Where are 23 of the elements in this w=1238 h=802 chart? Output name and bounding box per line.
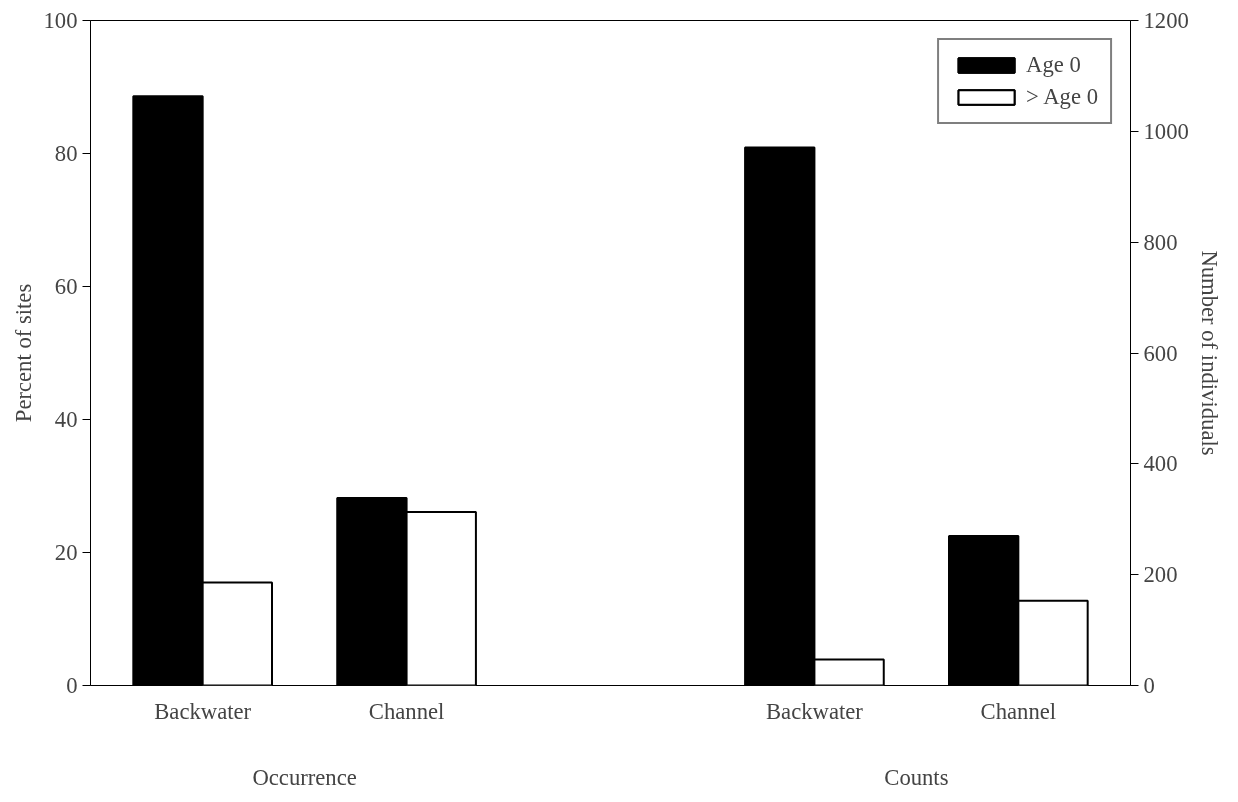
y2-tick-label: 200 xyxy=(1143,562,1178,588)
y2-tick-label: 1200 xyxy=(1143,8,1189,33)
legend-label: Age 0 xyxy=(1026,52,1081,78)
y2-tick-label: 0 xyxy=(1143,673,1155,698)
y2-tick-label: 600 xyxy=(1143,340,1178,366)
y2-tick-label: 400 xyxy=(1143,451,1178,477)
y-tick-label: 0 xyxy=(66,673,78,698)
y-axis-title: Percent of sites xyxy=(10,283,36,423)
y-tick-label: 60 xyxy=(54,274,78,299)
y2-tick-label: 1000 xyxy=(1143,118,1189,144)
legend-label: > Age 0 xyxy=(1026,84,1098,110)
y2-tick-label: 800 xyxy=(1143,229,1178,255)
y-tick-label: 40 xyxy=(54,407,78,432)
y-tick-label: 80 xyxy=(54,141,78,166)
x-tick-label: Backwater xyxy=(765,698,864,724)
y-tick-label: 20 xyxy=(54,540,78,565)
text: Occurrence xyxy=(252,764,357,790)
y-tick-label: 100 xyxy=(43,8,78,33)
y2-axis-title: Number of individuals xyxy=(1196,250,1222,456)
x-tick-label: Channel xyxy=(368,698,445,724)
x-tick-label: Channel xyxy=(980,698,1057,724)
text: Counts xyxy=(884,764,949,790)
x-tick-label: Backwater xyxy=(154,698,252,724)
